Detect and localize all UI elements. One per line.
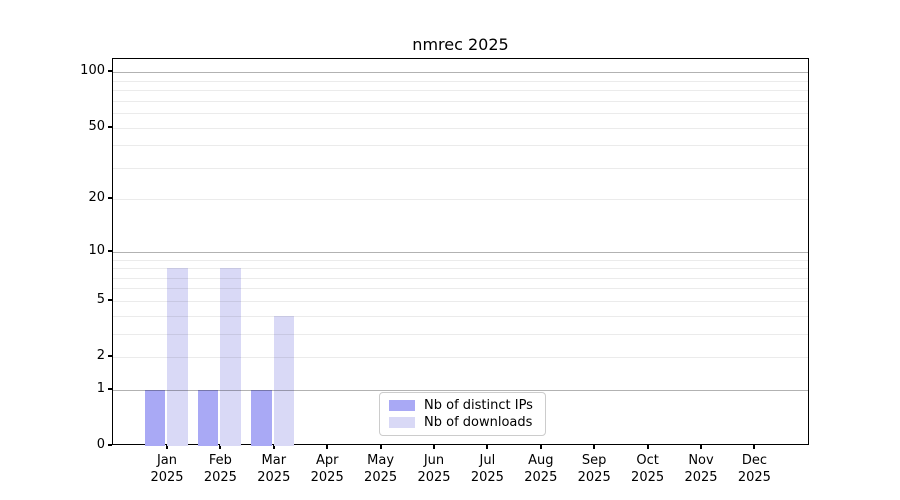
x-tick-mark-dec bbox=[753, 445, 756, 449]
legend-item-distinct-ips: Nb of distinct IPs bbox=[389, 398, 536, 413]
x-tick-label-mar: Mar 2025 bbox=[257, 453, 291, 485]
y-tick-mark-2 bbox=[108, 355, 112, 358]
legend-label-distinct-ips: Nb of distinct IPs bbox=[424, 398, 533, 413]
x-tick-label-jan: Jan 2025 bbox=[150, 453, 184, 485]
legend-item-downloads: Nb of downloads bbox=[389, 415, 536, 430]
y-tick-label-100: 100 bbox=[80, 63, 105, 79]
y-tick-label-0: 0 bbox=[96, 437, 105, 452]
legend-swatch-downloads bbox=[389, 417, 415, 428]
x-tick-mark-apr bbox=[326, 445, 329, 449]
x-tick-label-nov: Nov 2025 bbox=[684, 453, 718, 485]
bar-distinct-ips-mar bbox=[251, 389, 272, 446]
x-tick-label-apr: Apr 2025 bbox=[310, 453, 344, 485]
y-tick-mark-10 bbox=[108, 249, 112, 252]
x-tick-mark-sep bbox=[593, 445, 596, 449]
x-tick-mark-jun bbox=[433, 445, 435, 449]
legend-label-downloads: Nb of downloads bbox=[424, 415, 533, 430]
x-tick-mark-mar bbox=[272, 445, 275, 449]
plot-area bbox=[112, 58, 809, 446]
chart-title: nmrec 2025 bbox=[412, 35, 509, 54]
x-tick-mark-jan bbox=[166, 445, 168, 449]
legend-swatch-distinct-ips bbox=[389, 400, 415, 411]
x-tick-mark-may bbox=[379, 445, 382, 449]
y-tick-label-20: 20 bbox=[88, 190, 105, 206]
y-tick-mark-20 bbox=[108, 197, 112, 200]
x-tick-label-feb: Feb 2025 bbox=[203, 453, 237, 485]
bar-downloads-feb bbox=[220, 268, 241, 446]
y-tick-mark-50 bbox=[108, 125, 112, 128]
x-tick-mark-feb bbox=[219, 445, 222, 449]
y-tick-label-1: 1 bbox=[96, 380, 105, 396]
y-tick-label-2: 2 bbox=[96, 348, 105, 364]
x-tick-label-oct: Oct 2025 bbox=[631, 453, 665, 485]
x-tick-label-aug: Aug 2025 bbox=[524, 453, 558, 485]
y-tick-mark-5 bbox=[108, 298, 112, 301]
x-tick-label-jun: Jun 2025 bbox=[417, 453, 451, 485]
legend: Nb of distinct IPs Nb of downloads bbox=[379, 392, 546, 436]
x-tick-mark-nov bbox=[700, 445, 702, 449]
x-tick-label-dec: Dec 2025 bbox=[737, 453, 771, 485]
y-tick-label-10: 10 bbox=[88, 242, 105, 258]
bars-layer bbox=[113, 59, 808, 446]
bar-distinct-ips-feb bbox=[197, 389, 219, 446]
x-tick-label-sep: Sep 2025 bbox=[577, 453, 611, 485]
bar-downloads-jan bbox=[167, 268, 188, 446]
x-tick-label-jul: Jul 2025 bbox=[470, 453, 504, 485]
y-tick-label-50: 50 bbox=[88, 118, 105, 134]
bar-distinct-ips-jan bbox=[144, 389, 165, 446]
x-tick-label-may: May 2025 bbox=[364, 453, 398, 485]
y-tick-mark-100 bbox=[108, 70, 112, 73]
x-tick-mark-jul bbox=[486, 445, 489, 449]
bar-downloads-mar bbox=[273, 315, 295, 446]
y-tick-label-5: 5 bbox=[96, 291, 105, 307]
y-tick-mark-1 bbox=[108, 387, 112, 390]
x-tick-mark-aug bbox=[539, 445, 542, 449]
y-tick-mark-0 bbox=[108, 444, 112, 446]
x-tick-mark-oct bbox=[646, 445, 649, 449]
